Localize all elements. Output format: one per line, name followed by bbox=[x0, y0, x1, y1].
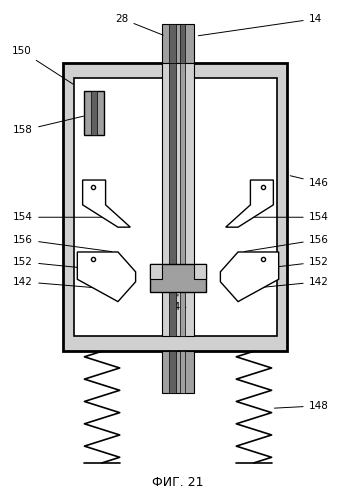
Text: 148: 148 bbox=[274, 401, 329, 411]
Text: 152: 152 bbox=[237, 257, 329, 271]
Bar bbox=[162, 63, 194, 336]
Text: 28: 28 bbox=[115, 14, 163, 35]
Bar bbox=[150, 264, 206, 292]
Polygon shape bbox=[220, 252, 279, 301]
Polygon shape bbox=[226, 180, 273, 227]
Bar bbox=[150, 264, 162, 279]
Bar bbox=[194, 264, 206, 279]
Text: 156: 156 bbox=[244, 235, 329, 251]
Text: 152: 152 bbox=[13, 257, 119, 271]
Text: ФИГ. 21: ФИГ. 21 bbox=[152, 476, 204, 489]
Text: 14: 14 bbox=[198, 14, 322, 36]
Bar bbox=[63, 63, 288, 351]
Bar bbox=[169, 24, 176, 63]
Bar bbox=[180, 63, 185, 336]
Text: 144: 144 bbox=[167, 294, 187, 311]
Text: 142: 142 bbox=[13, 277, 110, 289]
Bar bbox=[74, 78, 277, 336]
Bar bbox=[169, 63, 176, 336]
Text: 154: 154 bbox=[253, 212, 329, 222]
Text: 158: 158 bbox=[13, 116, 83, 135]
Bar bbox=[180, 351, 185, 393]
Text: 150: 150 bbox=[12, 46, 73, 84]
Polygon shape bbox=[83, 180, 130, 227]
Bar bbox=[180, 24, 185, 63]
Bar bbox=[169, 351, 176, 393]
Polygon shape bbox=[77, 252, 136, 301]
Text: 156: 156 bbox=[13, 235, 112, 251]
Bar bbox=[84, 91, 104, 135]
Text: 154: 154 bbox=[13, 212, 103, 222]
Bar bbox=[162, 24, 194, 63]
Bar bbox=[162, 351, 194, 393]
Text: 142: 142 bbox=[246, 277, 329, 289]
Text: 146: 146 bbox=[290, 176, 329, 188]
Bar bbox=[91, 91, 97, 135]
